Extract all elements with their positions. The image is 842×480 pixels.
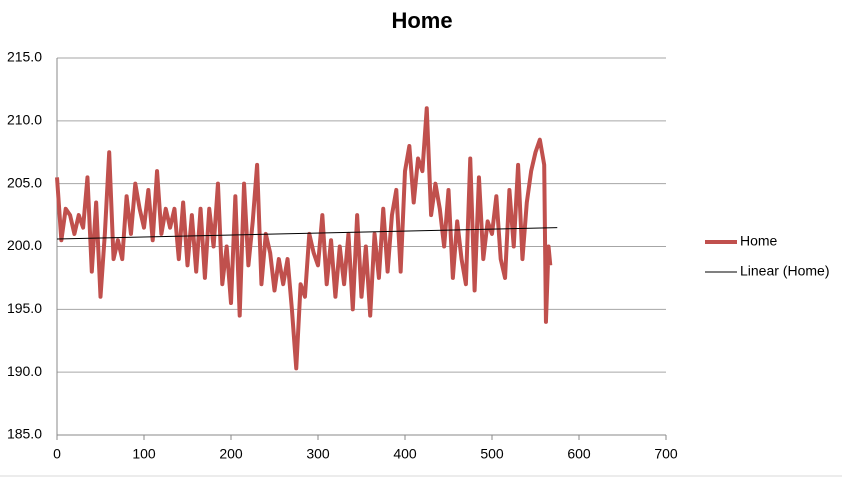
y-tick-label: 185.0 [7, 426, 42, 442]
y-tick-label: 205.0 [7, 174, 42, 190]
legend-label: Linear (Home) [740, 263, 829, 279]
x-tick-label: 100 [132, 446, 156, 462]
x-tick-label: 500 [480, 446, 504, 462]
y-tick-label: 195.0 [7, 300, 42, 316]
y-tick-label: 215.0 [7, 49, 42, 65]
x-tick-label: 600 [567, 446, 591, 462]
y-tick-label: 200.0 [7, 237, 42, 253]
x-tick-label: 700 [654, 446, 678, 462]
x-tick-label: 200 [219, 446, 243, 462]
trend-line [56, 227, 558, 240]
x-tick-label: 400 [393, 446, 417, 462]
data-line [55, 106, 553, 371]
y-tick-label: 190.0 [7, 363, 42, 379]
x-tick-label: 300 [306, 446, 330, 462]
x-tick-label: 0 [53, 446, 61, 462]
chart-title: Home [391, 8, 452, 33]
legend-label: Home [740, 233, 778, 249]
y-tick-label: 210.0 [7, 112, 42, 128]
